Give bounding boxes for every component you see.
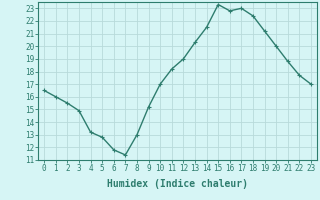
X-axis label: Humidex (Indice chaleur): Humidex (Indice chaleur) [107,179,248,189]
